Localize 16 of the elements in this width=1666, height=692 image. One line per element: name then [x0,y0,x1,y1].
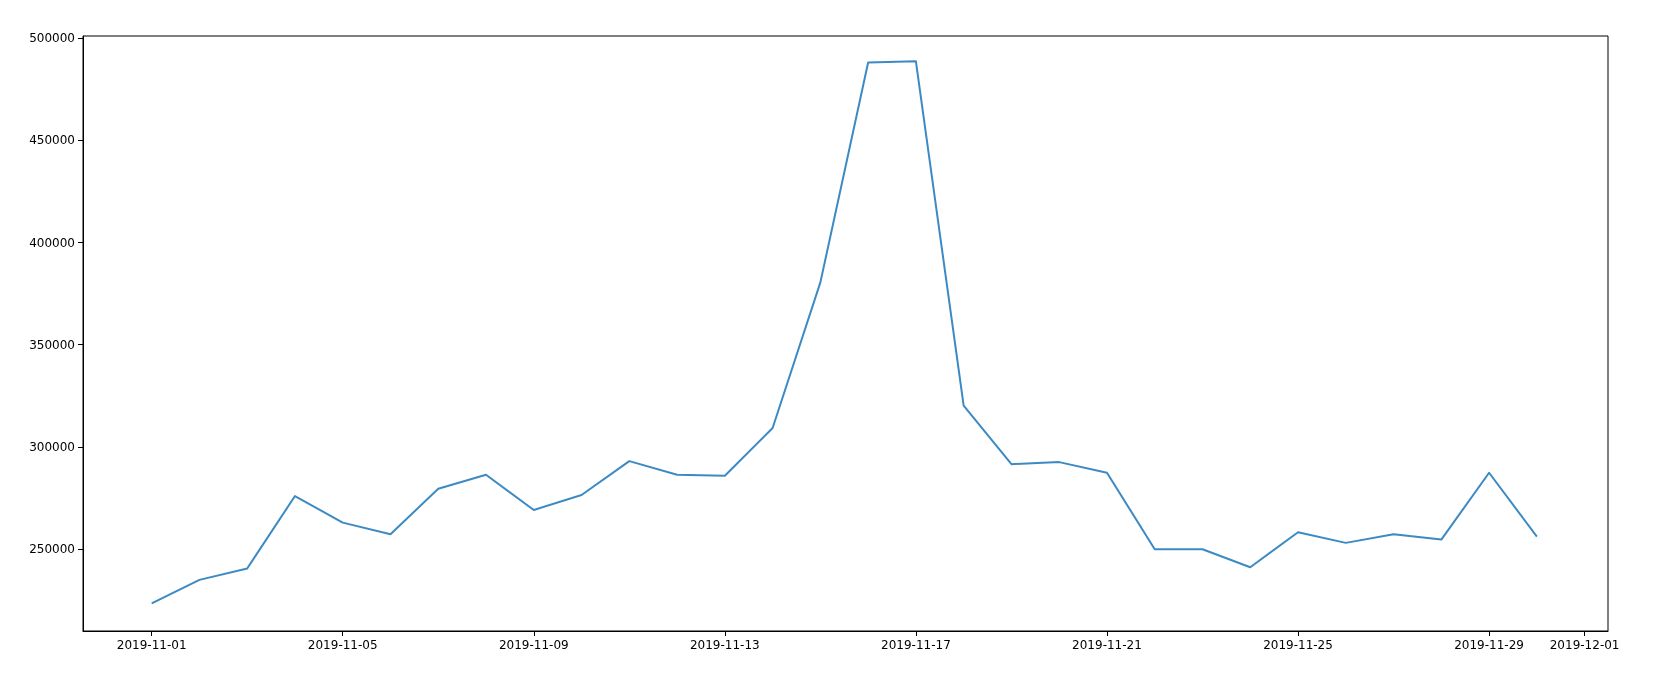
x-tick-label: 2019-11-29 [1454,638,1524,652]
x-tick-label: 2019-11-09 [498,638,569,652]
x-tick-label: 2019-11-01 [116,638,187,652]
y-tick-label: 400000 [29,235,75,250]
y-tick-label: 500000 [29,31,75,46]
x-tick-label: 2019-11-05 [307,638,378,652]
y-tick-label: 350000 [29,337,75,352]
line-series [150,60,1538,605]
x-tick-label: 2019-12-01 [1549,638,1620,652]
x-tick-label: 2019-11-13 [689,638,760,652]
x-tick-label: 2019-11-25 [1263,638,1333,652]
x-tick-label: 2019-11-21 [1072,638,1142,652]
y-tick-label: 450000 [29,133,75,148]
x-tick-label: 2019-11-17 [881,638,951,652]
y-tick-label: 250000 [29,542,75,557]
y-tick-label: 300000 [29,439,75,454]
